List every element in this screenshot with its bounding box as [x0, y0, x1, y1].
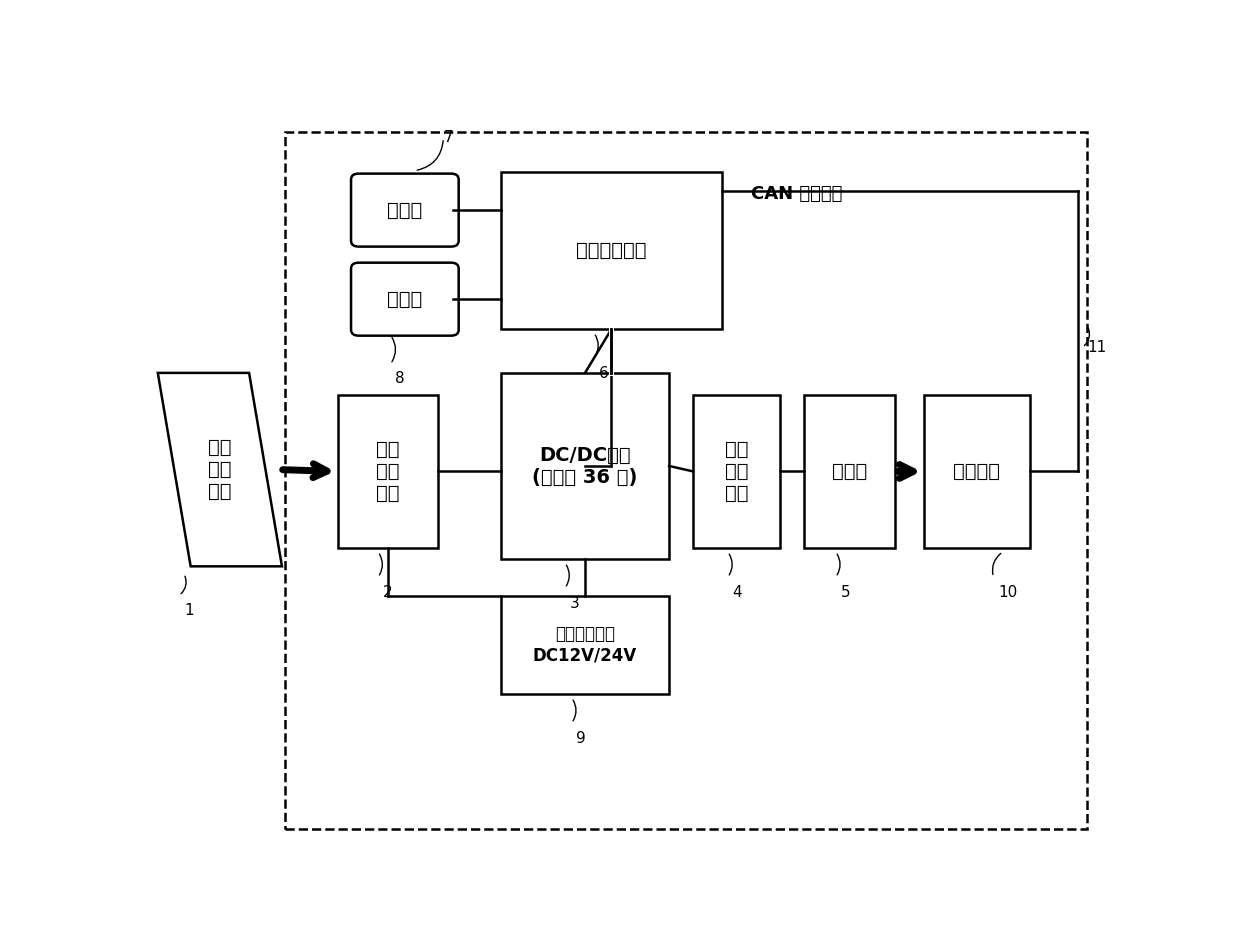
- Text: 充电监控单元: 充电监控单元: [577, 241, 647, 260]
- Text: 1: 1: [184, 603, 193, 618]
- Polygon shape: [157, 373, 281, 566]
- Text: 9: 9: [577, 731, 587, 745]
- Text: 充电枪: 充电枪: [832, 462, 867, 481]
- Text: 5: 5: [841, 585, 851, 599]
- Bar: [337, 394, 439, 548]
- FancyBboxPatch shape: [351, 173, 459, 246]
- Text: 控制辅助电源
DC12V/24V: 控制辅助电源 DC12V/24V: [533, 626, 637, 665]
- Text: 直流
计量
电表: 直流 计量 电表: [724, 440, 748, 503]
- Text: 电动汽车: 电动汽车: [954, 462, 1001, 481]
- Bar: [693, 394, 780, 548]
- Text: 4: 4: [733, 585, 743, 599]
- Text: 8: 8: [396, 372, 405, 387]
- Text: 显示屏: 显示屏: [387, 201, 423, 220]
- Text: 控制
平衡
模块: 控制 平衡 模块: [376, 440, 399, 503]
- Bar: [804, 394, 895, 548]
- Text: 2: 2: [383, 585, 392, 599]
- Text: 10: 10: [998, 585, 1018, 599]
- FancyBboxPatch shape: [351, 263, 459, 336]
- Text: 刷卡机: 刷卡机: [387, 290, 423, 309]
- Bar: [924, 394, 1029, 548]
- Bar: [501, 173, 722, 329]
- Bar: [501, 373, 670, 559]
- Text: CAN 通讯接口: CAN 通讯接口: [751, 185, 842, 203]
- Text: 太阳
电池
组件: 太阳 电池 组件: [208, 438, 232, 501]
- Text: 7: 7: [444, 130, 453, 145]
- Text: 6: 6: [599, 366, 609, 380]
- Bar: [285, 132, 1087, 830]
- Text: DC/DC模块
(可并联 36 只): DC/DC模块 (可并联 36 只): [532, 446, 637, 486]
- Text: 3: 3: [569, 595, 579, 611]
- Bar: [501, 595, 670, 694]
- Text: 11: 11: [1087, 339, 1106, 355]
